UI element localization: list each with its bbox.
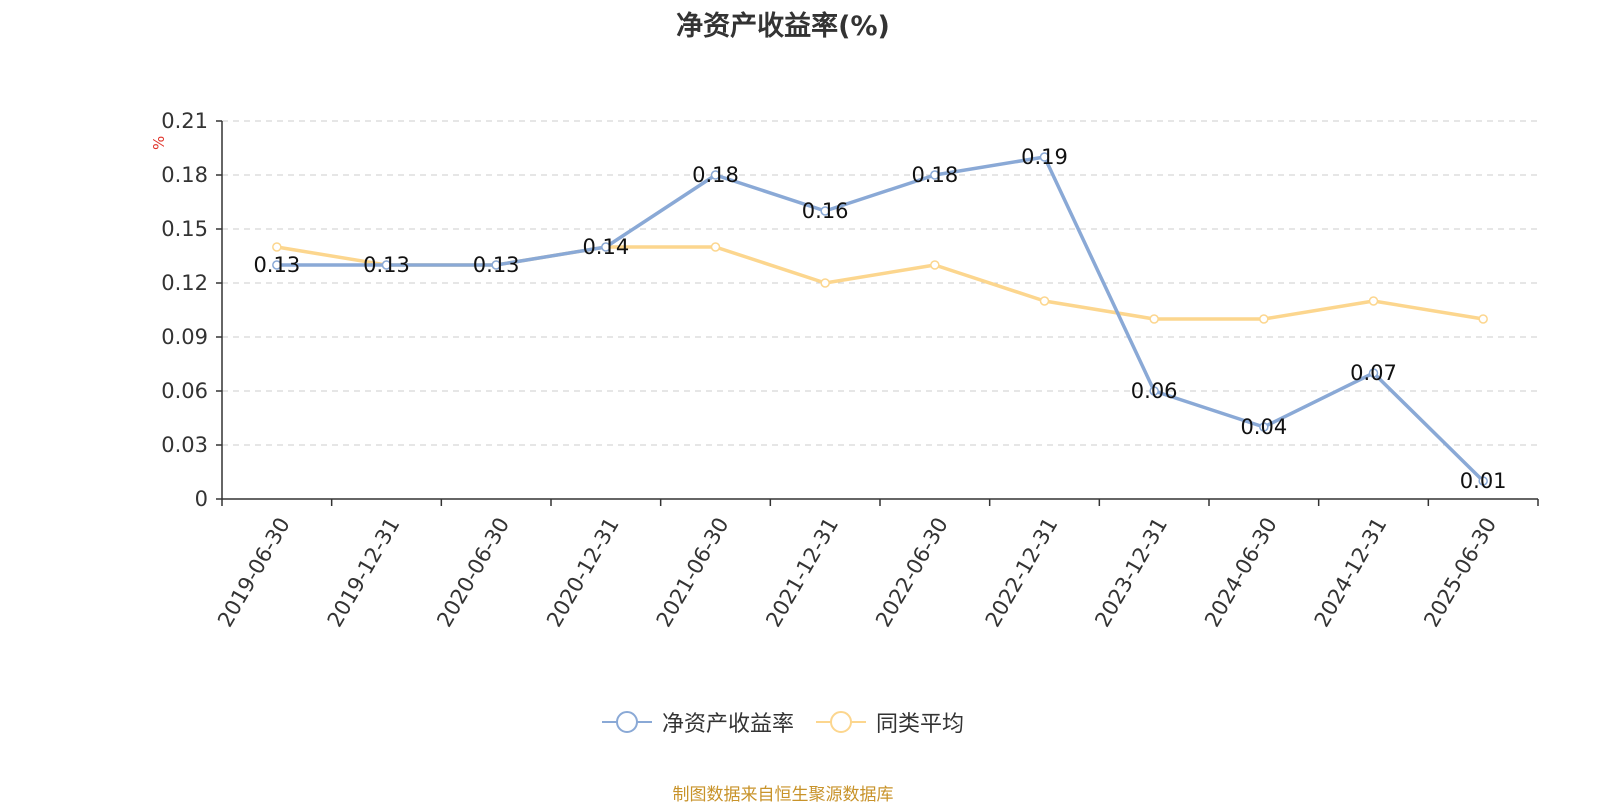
x-tick-label: 2019-06-30	[213, 513, 295, 631]
y-tick-label: 0.15	[161, 217, 208, 241]
y-tick-label: 0.09	[161, 325, 208, 349]
legend-label-roe: 净资产收益率	[661, 712, 794, 737]
legend-item-roe[interactable]: 净资产收益率	[601, 706, 794, 738]
data-label-roe: 0.18	[911, 163, 958, 187]
data-label-roe: 0.07	[1350, 361, 1397, 385]
data-point-roe	[272, 260, 282, 270]
data-point-peer-average	[710, 242, 721, 252]
data-point-peer-average	[820, 278, 830, 288]
data-label-roe: 0.14	[582, 235, 629, 259]
y-tick-label: 0.18	[161, 163, 208, 187]
x-tick-label: 2023-12-31	[1090, 513, 1172, 631]
data-point-roe	[820, 206, 830, 216]
data-label-roe: 0.13	[473, 253, 520, 277]
x-tick-label: 2022-12-31	[981, 513, 1063, 631]
data-point-peer-average	[1478, 314, 1488, 324]
data-point-roe	[1368, 368, 1379, 378]
data-point-peer-average	[1149, 314, 1159, 324]
data-label-roe: 0.01	[1460, 469, 1507, 493]
x-tick-label: 2020-06-30	[432, 513, 514, 631]
x-tick-label: 2020-12-31	[542, 513, 624, 631]
legend-symbol-roe	[601, 711, 652, 733]
legend-label-peer-average: 同类平均	[876, 712, 965, 737]
x-tick-label: 2022-06-30	[871, 513, 953, 631]
data-label-roe: 0.13	[363, 253, 410, 277]
x-tick-label: 2021-06-30	[652, 513, 734, 631]
y-tick-label: 0.03	[161, 433, 208, 457]
data-label-roe: 0.06	[1131, 379, 1178, 403]
data-point-peer-average	[1259, 314, 1269, 324]
data-source-note: 制图数据来自恒生聚源数据库	[672, 785, 894, 805]
data-label-roe: 0.04	[1240, 415, 1287, 439]
data-point-roe	[930, 170, 940, 180]
data-label-roe: 0.18	[692, 163, 739, 187]
data-label-roe: 0.13	[253, 253, 300, 277]
data-point-roe	[491, 260, 501, 270]
data-point-roe	[1149, 386, 1159, 396]
y-tick-label: 0.21	[161, 109, 208, 133]
x-tick-label: 2024-12-31	[1310, 513, 1392, 631]
x-tick-label: 2024-06-30	[1200, 513, 1282, 631]
data-point-roe	[1259, 422, 1269, 432]
data-point-roe	[1478, 476, 1488, 486]
data-point-peer-average	[1368, 296, 1379, 306]
series-line-roe	[276, 155, 1485, 483]
data-point-roe	[601, 242, 611, 252]
data-point-peer-average	[272, 242, 282, 252]
chart-title: 净资产收益率(%)	[676, 11, 890, 42]
y-tick-label: 0.12	[161, 271, 208, 295]
y-tick-label: 0	[195, 487, 208, 511]
data-point-peer-average	[930, 260, 940, 270]
data-label-roe: 0.19	[1021, 145, 1068, 169]
legend-symbol-peer-average	[816, 711, 866, 733]
x-tick-label: 2025-06-30	[1419, 513, 1501, 631]
y-tick-label: 0.06	[161, 379, 208, 403]
data-label-roe: 0.16	[802, 199, 849, 223]
data-point-peer-average	[1039, 296, 1050, 306]
data-point-roe	[1039, 152, 1050, 162]
data-point-roe	[710, 170, 721, 180]
data-point-roe	[381, 260, 392, 270]
legend: 净资产收益率 同类平均	[0, 706, 1566, 738]
x-tick-label: 2021-12-31	[761, 513, 843, 631]
legend-item-peer-average[interactable]: 同类平均	[816, 706, 964, 738]
x-tick-label: 2019-12-31	[323, 513, 405, 631]
